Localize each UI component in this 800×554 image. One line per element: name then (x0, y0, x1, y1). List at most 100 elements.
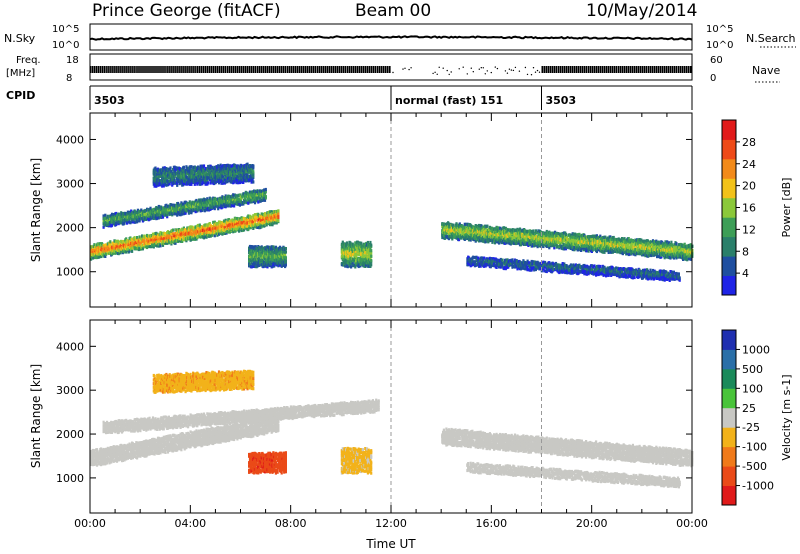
echo-cell (90, 251, 93, 255)
freq-bar (150, 66, 152, 73)
freq-bar (370, 66, 373, 73)
freq-bar (184, 66, 186, 73)
freq-bar (549, 66, 552, 73)
freq-bar (200, 66, 202, 73)
freq-bar (543, 66, 546, 73)
freq-bar (354, 66, 357, 73)
freq-bar (264, 66, 267, 73)
echo-cell (109, 240, 112, 244)
echo-cell (212, 220, 215, 224)
freq-bar (599, 66, 602, 73)
echo-cell (128, 247, 131, 251)
echo-cell (243, 228, 246, 232)
freq-bar (142, 66, 144, 73)
nave-dot (438, 66, 440, 69)
freq-bar (152, 66, 154, 73)
freq-bar (368, 66, 371, 73)
freq-bar (154, 66, 156, 73)
freq-bar (597, 66, 600, 73)
echo-cell (120, 243, 123, 248)
freq-bar (667, 66, 670, 73)
nave-dot (448, 73, 450, 76)
echo-cell (150, 240, 153, 244)
freq-bar (192, 66, 194, 73)
freq-bar (653, 66, 656, 73)
freq-bar (292, 66, 295, 73)
freq-bar (266, 66, 269, 73)
echo-cell (114, 249, 117, 253)
echo-cell (184, 229, 187, 233)
nave-lo: 0 (710, 73, 716, 84)
echo-cell (222, 219, 226, 223)
echo-cell (131, 249, 134, 253)
freq-bar (196, 66, 198, 73)
freq-bar (158, 66, 160, 73)
freq-bar (178, 66, 180, 73)
freq-bar (290, 66, 293, 73)
echo-cell (123, 243, 126, 247)
echo-cell (146, 244, 149, 249)
freq-bar (298, 66, 301, 73)
freq-bar (571, 66, 574, 73)
echo-cell (246, 224, 249, 228)
freq-bar (328, 66, 331, 73)
nave-hi: 60 (710, 55, 723, 66)
freq-bar (651, 66, 654, 73)
freq-bar (362, 66, 365, 73)
nave-dot (458, 68, 460, 70)
freq-bar (609, 66, 612, 73)
freq-bar (274, 66, 277, 73)
freq-bar (633, 66, 636, 73)
echo-cell (193, 230, 196, 235)
freq-bar (204, 66, 206, 73)
echo-cell (211, 225, 214, 229)
nave-dot (478, 68, 480, 70)
nave-dot (392, 71, 394, 74)
freq-bar (655, 66, 658, 73)
freq-bar (314, 66, 317, 73)
nsky-hi: 10^5 (52, 24, 79, 35)
freq-bar (116, 66, 118, 73)
nave-dot (432, 72, 434, 75)
freq-bar (326, 66, 329, 73)
echo-cell (216, 233, 219, 237)
echo-cell (171, 228, 175, 232)
nave-dot (480, 67, 482, 69)
echo-cell (104, 254, 107, 258)
station-title: Prince George (fitACF) (92, 1, 281, 21)
echo-cell (252, 164, 255, 168)
echo-cell (251, 224, 254, 228)
nave-dot (470, 67, 472, 69)
freq-bar (120, 66, 122, 73)
echo-cell (136, 236, 139, 240)
freq-bar (92, 66, 94, 73)
echo-cell (161, 236, 164, 240)
echo-cell (236, 221, 239, 225)
echo-cell (243, 219, 246, 223)
freq-bar (284, 66, 287, 73)
freq-hi: 18 (66, 55, 79, 66)
echo-cell (252, 180, 255, 184)
freq-label-2: [MHz] (6, 68, 35, 79)
echo-cell (141, 234, 144, 238)
freq-bar (545, 66, 548, 73)
freq-bar (94, 66, 96, 73)
echo-cell (213, 234, 216, 238)
echo-cell (264, 195, 267, 199)
echo-cell (117, 252, 120, 256)
echo-cell (249, 226, 252, 230)
freq-bar (340, 66, 343, 73)
echo-cell (182, 165, 185, 169)
freq-bar (623, 66, 626, 73)
freq-bar (126, 66, 128, 73)
freq-bar (280, 66, 283, 73)
nave-dot (466, 73, 468, 75)
freq-bar (128, 66, 130, 73)
freq-bar (621, 66, 624, 73)
nave-dot (404, 67, 406, 70)
freq-bar (214, 66, 216, 73)
nave-dot (442, 67, 444, 69)
freq-bar (166, 66, 168, 73)
echo-cell (232, 230, 235, 234)
freq-bar (385, 66, 387, 73)
